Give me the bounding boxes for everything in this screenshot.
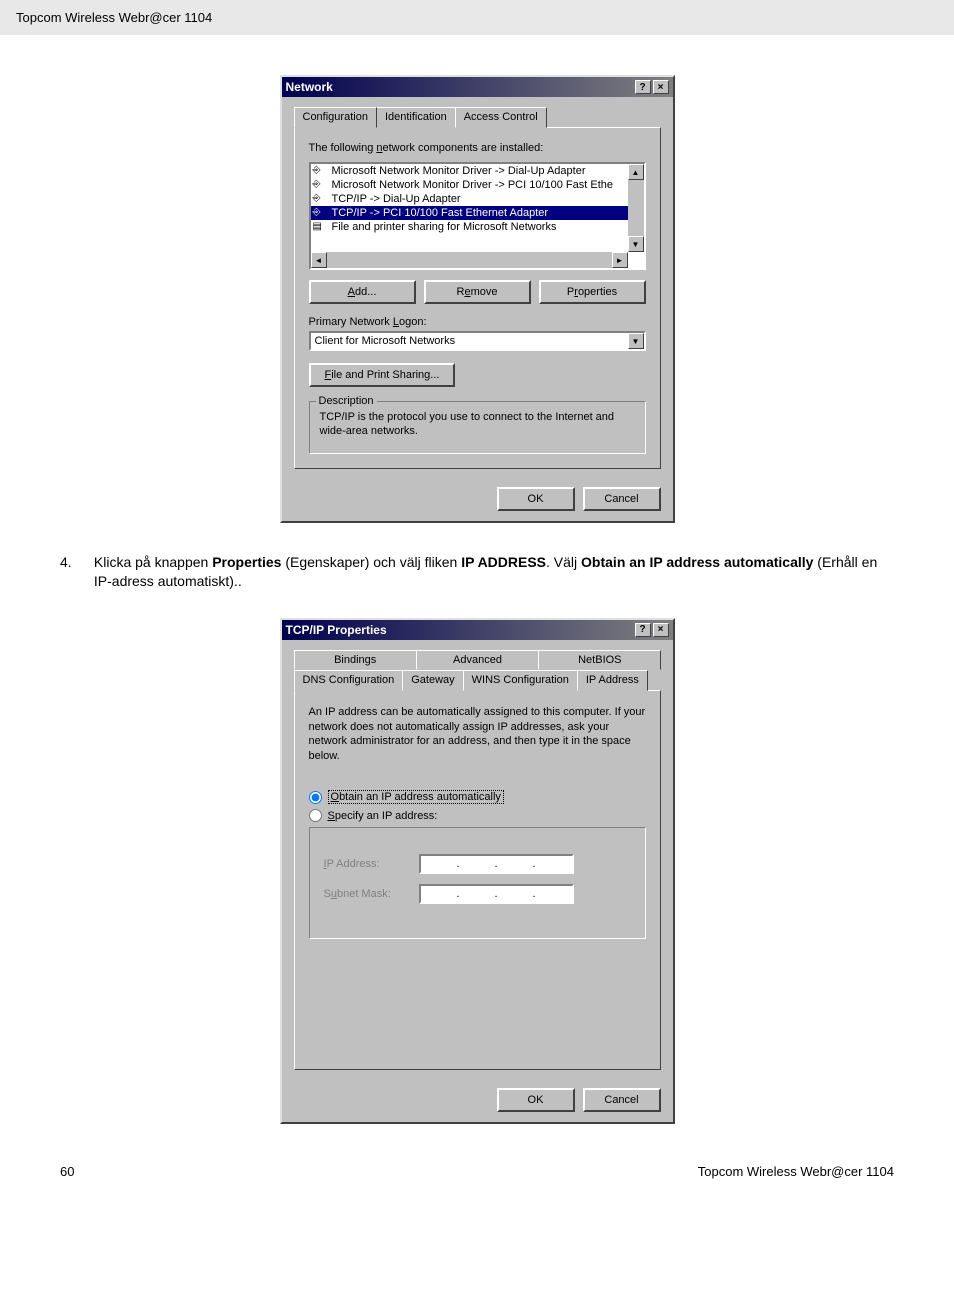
dropdown-arrow-icon[interactable]: ▼ [628, 333, 644, 349]
page-footer: 60 Topcom Wireless Webr@cer 1104 [0, 1164, 954, 1179]
radio-specify[interactable]: Specify an IP address: [309, 809, 646, 822]
close-icon[interactable]: × [653, 80, 669, 94]
subnet-mask-label: Subnet Mask: [324, 888, 419, 900]
tcpip-dialog: TCP/IP Properties ? × Bindings Advanced … [280, 618, 675, 1124]
list-item[interactable]: ▤File and printer sharing for Microsoft … [311, 220, 628, 234]
description-groupbox: Description TCP/IP is the protocol you u… [309, 401, 646, 454]
radio-obtain-auto[interactable]: Obtain an IP address automatically [309, 790, 646, 804]
page-header: Topcom Wireless Webr@cer 1104 [0, 0, 954, 35]
add-button[interactable]: Add... [309, 280, 416, 304]
ip-info-text: An IP address can be automatically assig… [309, 705, 646, 764]
tab-identification[interactable]: Identification [376, 107, 456, 128]
tcpip-tabs: Bindings Advanced NetBIOS [294, 650, 661, 670]
ip-address-input[interactable]: ... [419, 854, 574, 874]
list-item[interactable]: ⎆Microsoft Network Monitor Driver -> Dia… [311, 164, 628, 178]
list-item[interactable]: ⎆Microsoft Network Monitor Driver -> PCI… [311, 178, 628, 192]
tab-gateway[interactable]: Gateway [402, 670, 463, 691]
protocol-icon: ⎆ [313, 207, 329, 219]
file-print-sharing-button[interactable]: File and Print Sharing... [309, 363, 456, 387]
page-number: 60 [60, 1164, 74, 1179]
close-icon[interactable]: × [653, 623, 669, 637]
ip-address-panel: An IP address can be automatically assig… [294, 690, 661, 1070]
tab-configuration[interactable]: Configuration [294, 107, 377, 128]
step-number: 4. [60, 553, 90, 573]
help-icon[interactable]: ? [635, 623, 651, 637]
configuration-panel: The following network components are ins… [294, 127, 661, 469]
specify-ip-group: IP Address: ... Subnet Mask: ... [309, 827, 646, 939]
horizontal-scrollbar[interactable]: ◄ ► [311, 252, 628, 268]
protocol-icon: ⎆ [313, 165, 329, 177]
network-title: Network [286, 80, 633, 94]
tab-ip-address[interactable]: IP Address [577, 670, 648, 691]
instruction-step-4: 4. Klicka på knappen Properties (Egenska… [0, 553, 954, 592]
scroll-down-icon[interactable]: ▼ [628, 236, 644, 252]
tab-netbios[interactable]: NetBIOS [538, 650, 661, 670]
vertical-scrollbar[interactable]: ▲ ▼ [628, 164, 644, 252]
tcpip-title: TCP/IP Properties [286, 623, 633, 637]
protocol-icon: ⎆ [313, 179, 329, 191]
protocol-icon: ⎆ [313, 193, 329, 205]
service-icon: ▤ [313, 221, 329, 233]
radio-obtain-label: Obtain an IP address automatically [328, 790, 504, 804]
primary-logon-dropdown[interactable]: Client for Microsoft Networks ▼ [309, 331, 646, 351]
tab-dns[interactable]: DNS Configuration [294, 670, 404, 691]
network-dialog: Network ? × Configuration Identification… [280, 75, 675, 523]
components-listbox[interactable]: ⎆Microsoft Network Monitor Driver -> Dia… [309, 162, 646, 270]
ip-address-label: IP Address: [324, 858, 419, 870]
step-text: Klicka på knappen Properties (Egenskaper… [94, 553, 894, 592]
radio-obtain-input[interactable] [309, 791, 322, 804]
description-text: TCP/IP is the protocol you use to connec… [320, 410, 635, 439]
ok-button[interactable]: OK [497, 487, 575, 511]
tab-advanced[interactable]: Advanced [416, 650, 539, 670]
cancel-button[interactable]: Cancel [583, 487, 661, 511]
radio-specify-input[interactable] [309, 809, 322, 822]
properties-button[interactable]: Properties [539, 280, 646, 304]
primary-logon-value: Client for Microsoft Networks [311, 333, 628, 349]
network-tabs: Configuration Identification Access Cont… [294, 107, 661, 128]
tcpip-titlebar: TCP/IP Properties ? × [282, 620, 673, 640]
header-product: Topcom Wireless Webr@cer 1104 [16, 10, 212, 25]
components-intro: The following network components are ins… [309, 142, 646, 154]
footer-product: Topcom Wireless Webr@cer 1104 [698, 1164, 894, 1179]
radio-specify-label: Specify an IP address: [328, 810, 438, 822]
scroll-up-icon[interactable]: ▲ [628, 164, 644, 180]
tab-wins[interactable]: WINS Configuration [463, 670, 578, 691]
ok-button[interactable]: OK [497, 1088, 575, 1112]
description-title: Description [316, 395, 377, 407]
subnet-mask-input[interactable]: ... [419, 884, 574, 904]
help-icon[interactable]: ? [635, 80, 651, 94]
scroll-right-icon[interactable]: ► [612, 252, 628, 268]
list-item-selected[interactable]: ⎆TCP/IP -> PCI 10/100 Fast Ethernet Adap… [311, 206, 628, 220]
scroll-left-icon[interactable]: ◄ [311, 252, 327, 268]
list-item[interactable]: ⎆TCP/IP -> Dial-Up Adapter [311, 192, 628, 206]
tab-bindings[interactable]: Bindings [294, 650, 417, 670]
remove-button[interactable]: Remove [424, 280, 531, 304]
cancel-button[interactable]: Cancel [583, 1088, 661, 1112]
tab-access-control[interactable]: Access Control [455, 107, 547, 128]
network-titlebar: Network ? × [282, 77, 673, 97]
primary-logon-label: Primary Network Logon: [309, 316, 646, 328]
